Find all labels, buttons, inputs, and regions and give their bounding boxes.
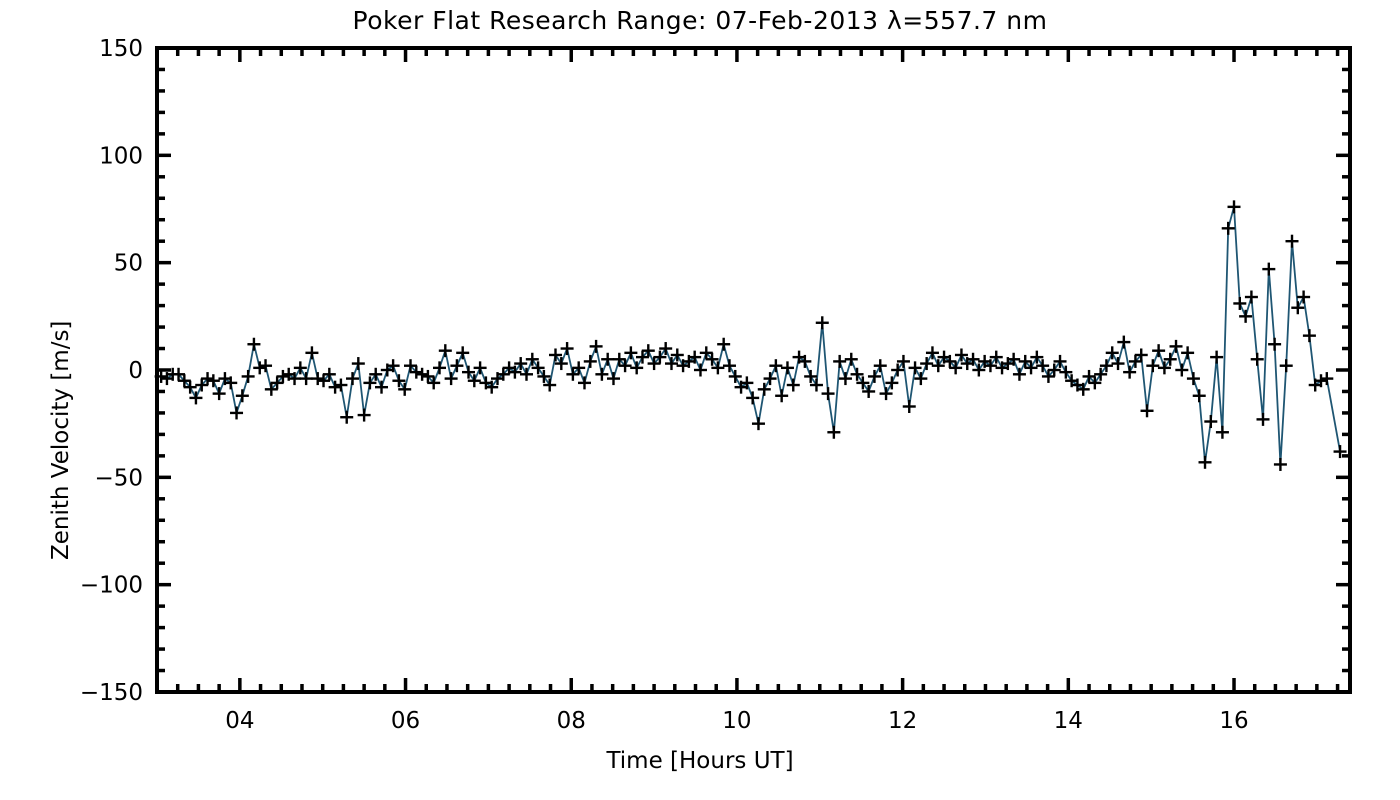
- page-title: Poker Flat Research Range: 07-Feb-2013 λ…: [352, 6, 1048, 35]
- y-tick-label: −50: [94, 465, 143, 491]
- y-axis-label: Zenith Velocity [m/s]: [48, 320, 74, 560]
- y-tick-label: 150: [99, 36, 143, 62]
- x-tick-label: 12: [888, 708, 917, 734]
- y-axis-label-wrap: Zenith Velocity [m/s]: [18, 180, 74, 560]
- y-tick-label: 0: [128, 358, 143, 384]
- y-tick-label: 50: [114, 251, 143, 277]
- x-tick-label: 08: [557, 708, 586, 734]
- x-tick-label: 10: [722, 708, 751, 734]
- y-tick-label: −100: [80, 573, 143, 599]
- y-tick-label: 100: [99, 143, 143, 169]
- x-tick-label: 14: [1054, 708, 1083, 734]
- axis-tick-labels: 04 06 08 10 12 14 16 −150 −100 −50 0 50 100 150: [80, 36, 1249, 734]
- x-tick-label: 06: [391, 708, 420, 734]
- axis-ticks: [155, 46, 1350, 694]
- y-tick-label: −150: [80, 680, 143, 706]
- x-tick-label: 04: [225, 708, 254, 734]
- data-series-zenith-velocity: [154, 200, 1347, 471]
- x-axis-label: Time [Hours UT]: [606, 748, 794, 774]
- axes-frame: [155, 46, 1352, 694]
- x-tick-label: 16: [1219, 708, 1248, 734]
